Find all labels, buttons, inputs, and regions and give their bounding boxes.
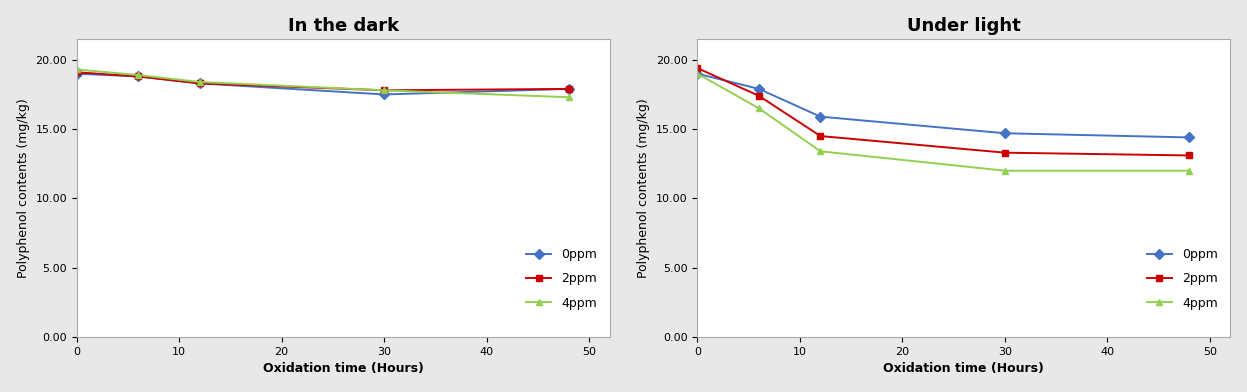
0ppm (192, 81, 207, 86)
Y-axis label: Polyphenol contents (mg/kg): Polyphenol contents (mg/kg) (637, 98, 651, 278)
2ppm (131, 74, 146, 79)
4ppm (70, 67, 85, 72)
4ppm (690, 71, 705, 76)
Line: 0ppm: 0ppm (74, 70, 572, 98)
4ppm (377, 88, 392, 93)
Title: In the dark: In the dark (288, 17, 399, 34)
0ppm (813, 114, 828, 119)
4ppm (998, 168, 1013, 173)
0ppm (377, 92, 392, 97)
2ppm (690, 66, 705, 71)
Line: 4ppm: 4ppm (693, 70, 1193, 174)
2ppm (70, 70, 85, 74)
Line: 2ppm: 2ppm (693, 65, 1193, 159)
Legend: 0ppm, 2ppm, 4ppm: 0ppm, 2ppm, 4ppm (520, 242, 604, 316)
4ppm (813, 149, 828, 154)
2ppm (752, 93, 767, 98)
Y-axis label: Polyphenol contents (mg/kg): Polyphenol contents (mg/kg) (16, 98, 30, 278)
Line: 4ppm: 4ppm (74, 66, 572, 101)
X-axis label: Oxidation time (Hours): Oxidation time (Hours) (883, 362, 1044, 375)
4ppm (752, 106, 767, 111)
2ppm (998, 150, 1013, 155)
0ppm (998, 131, 1013, 136)
X-axis label: Oxidation time (Hours): Oxidation time (Hours) (263, 362, 424, 375)
0ppm (561, 87, 576, 91)
Line: 0ppm: 0ppm (693, 70, 1193, 141)
4ppm (131, 73, 146, 77)
0ppm (131, 74, 146, 79)
Line: 2ppm: 2ppm (74, 69, 572, 94)
0ppm (752, 87, 767, 91)
2ppm (1182, 153, 1197, 158)
0ppm (1182, 135, 1197, 140)
2ppm (377, 88, 392, 93)
Legend: 0ppm, 2ppm, 4ppm: 0ppm, 2ppm, 4ppm (1141, 242, 1225, 316)
4ppm (561, 95, 576, 100)
Title: Under light: Under light (907, 17, 1021, 34)
4ppm (1182, 168, 1197, 173)
0ppm (70, 71, 85, 76)
2ppm (192, 81, 207, 86)
2ppm (561, 87, 576, 91)
4ppm (192, 80, 207, 84)
2ppm (813, 134, 828, 138)
0ppm (690, 71, 705, 76)
